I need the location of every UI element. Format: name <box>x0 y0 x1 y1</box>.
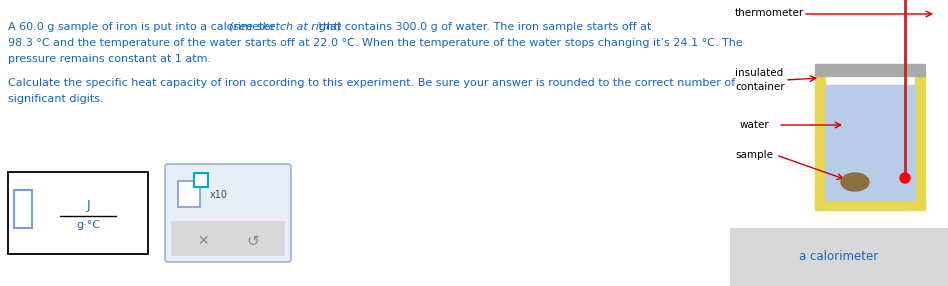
Text: pressure remains constant at 1 atm.: pressure remains constant at 1 atm. <box>8 54 211 64</box>
Text: ✕: ✕ <box>197 234 209 248</box>
Bar <box>730 228 948 286</box>
Text: 98.3 °C and the temperature of the water starts off at 22.0 °C. When the tempera: 98.3 °C and the temperature of the water… <box>8 38 742 48</box>
Text: water: water <box>740 120 770 130</box>
Bar <box>815 64 925 76</box>
Text: insulated: insulated <box>735 68 783 78</box>
Bar <box>915 75 925 210</box>
Bar <box>8 172 148 254</box>
Bar <box>815 200 925 210</box>
Text: that contains 300.0 g of water. The iron sample starts off at: that contains 300.0 g of water. The iron… <box>316 22 651 32</box>
Bar <box>171 221 285 256</box>
Bar <box>14 190 32 228</box>
Text: g·°C: g·°C <box>76 220 100 230</box>
Bar <box>825 85 915 200</box>
Text: significant digits.: significant digits. <box>8 94 103 104</box>
FancyBboxPatch shape <box>165 164 291 262</box>
Text: a calorimeter: a calorimeter <box>799 251 879 263</box>
Ellipse shape <box>841 173 869 191</box>
Text: A 60.0 g sample of iron is put into a calorimeter: A 60.0 g sample of iron is put into a ca… <box>8 22 279 32</box>
Text: x10: x10 <box>210 190 228 200</box>
Text: ↺: ↺ <box>246 233 260 249</box>
Bar <box>194 173 208 187</box>
Text: container: container <box>735 82 785 92</box>
Circle shape <box>900 173 910 183</box>
Text: sample: sample <box>735 150 773 160</box>
Text: thermometer: thermometer <box>735 8 804 18</box>
Text: Calculate the specific heat capacity of iron according to this experiment. Be su: Calculate the specific heat capacity of … <box>8 78 735 88</box>
Bar <box>178 181 200 207</box>
Text: (see sketch at right): (see sketch at right) <box>229 22 342 32</box>
Text: J: J <box>86 199 90 212</box>
Bar <box>815 75 825 210</box>
